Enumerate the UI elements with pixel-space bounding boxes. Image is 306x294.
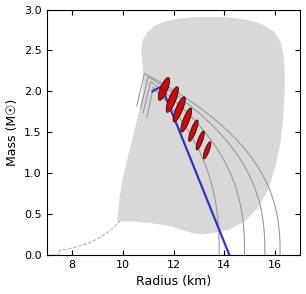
Ellipse shape: [158, 78, 170, 100]
Ellipse shape: [188, 120, 198, 141]
Ellipse shape: [166, 87, 178, 112]
Y-axis label: Mass (M☉): Mass (M☉): [6, 99, 19, 166]
Ellipse shape: [203, 142, 211, 159]
Ellipse shape: [181, 108, 192, 132]
Polygon shape: [118, 18, 284, 234]
Ellipse shape: [173, 97, 185, 122]
Ellipse shape: [196, 131, 204, 150]
X-axis label: Radius (km): Radius (km): [136, 275, 211, 288]
